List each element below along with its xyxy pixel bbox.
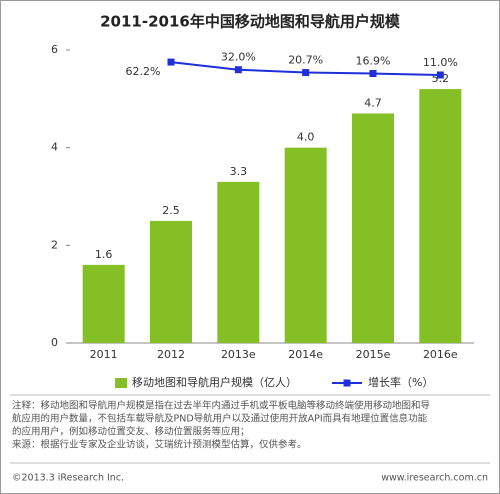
bar [284,147,327,343]
bar [419,89,462,343]
growth-marker [234,66,242,74]
note: 航应用的用户数量，不包括车载导航及PND导航用户以及通过使用开放API而具有地理… [12,413,428,425]
footer-left: ©2013.3 iResearch Inc. [12,473,124,484]
bar-value-label: 4.0 [297,131,315,144]
x-tick-label: 2015e [356,348,391,361]
x-tick-label: 2013e [221,348,256,361]
growth-label: 20.7% [288,54,323,67]
y-tick-label: 6 [51,43,58,56]
growth-label: 62.2% [126,65,161,78]
legend-swatch [343,379,351,387]
growth-label: 11.0% [423,56,458,69]
y-tick-label: 2 [51,238,58,251]
bar-value-label: 4.7 [364,96,382,109]
note: 注释：移动地图和导航用户规模是指在过去半年内通过手机或平板电脑等移动终端使用移动… [12,400,430,412]
bar [150,220,192,343]
growth-label: 32.0% [221,51,256,64]
x-tick-label: 2014e [288,348,323,361]
y-tick-label: 4 [51,141,58,154]
x-tick-label: 2011 [90,348,118,361]
bar [82,264,125,343]
note: 来源：根据行业专家及企业访谈，艾瑞统计预测模型估算，仅供参考。 [12,439,307,451]
growth-label: 16.9% [356,55,391,68]
legend-swatch [115,378,127,388]
growth-marker [369,70,377,78]
bar-value-label: 1.6 [95,248,113,261]
footer-right: www.iresearch.com.cn [381,473,488,484]
legend-label: 增长率（%） [368,375,433,389]
bar [217,181,260,343]
x-tick-label: 2016e [423,348,458,361]
growth-marker [302,69,310,77]
chart-title: 2011-2016年中国移动地图和导航用户规模 [100,13,401,31]
bar [352,113,394,343]
growth-marker [167,58,175,66]
note: 的应用用户，例如移动位置交友、移动位置服务等应用； [12,426,250,438]
growth-marker [436,71,444,79]
bar-value-label: 2.5 [162,204,180,217]
bar-value-label: 3.3 [230,165,248,178]
x-tick-label: 2012 [157,348,185,361]
y-tick-label: 0 [51,336,58,349]
legend-label: 移动地图和导航用户规模（亿人） [132,375,297,389]
